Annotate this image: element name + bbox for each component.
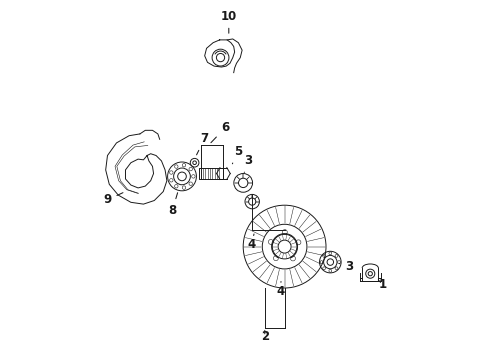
- Text: 9: 9: [103, 193, 123, 206]
- Text: 1: 1: [378, 278, 387, 291]
- Text: 7: 7: [196, 132, 209, 155]
- Text: 2: 2: [261, 330, 269, 343]
- Text: 4: 4: [276, 282, 284, 298]
- Text: 4: 4: [247, 234, 256, 251]
- Text: 3: 3: [339, 260, 353, 273]
- Text: 10: 10: [220, 10, 237, 33]
- Text: 8: 8: [168, 193, 177, 217]
- Text: 5: 5: [232, 145, 242, 164]
- Text: 6: 6: [211, 121, 229, 143]
- Text: 3: 3: [244, 154, 252, 172]
